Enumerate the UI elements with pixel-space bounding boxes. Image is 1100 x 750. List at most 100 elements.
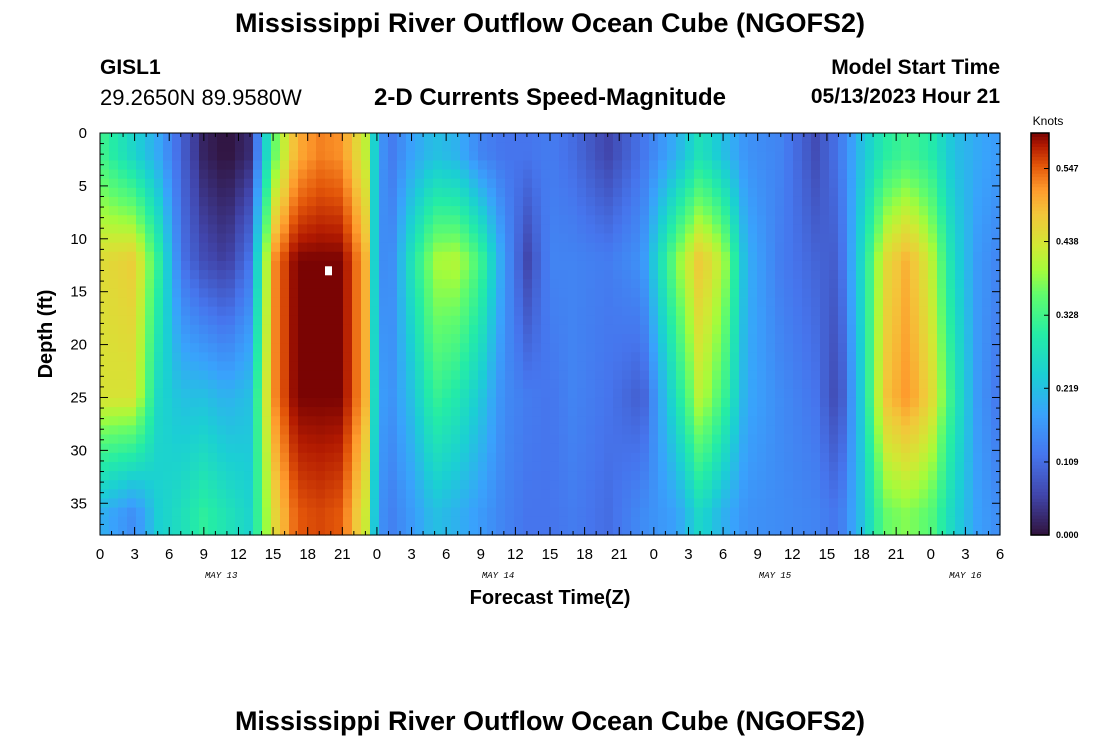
heatmap-cell <box>460 498 470 509</box>
heatmap-cell <box>145 507 155 518</box>
heatmap-cell <box>298 178 308 189</box>
colorbar-tick-label: 0.000 <box>1056 530 1079 540</box>
heatmap-cell <box>541 443 551 454</box>
heatmap-cell <box>163 169 173 180</box>
heatmap-cell <box>181 224 191 235</box>
heatmap-cell <box>325 480 335 490</box>
heatmap-cell <box>694 279 704 289</box>
heatmap-cell <box>334 489 344 500</box>
heatmap-cell <box>145 516 155 527</box>
heatmap-cell <box>370 334 380 344</box>
heatmap-cell <box>487 471 497 481</box>
heatmap-cell <box>631 160 641 171</box>
heatmap-cell <box>901 425 911 436</box>
heatmap-cell <box>874 306 884 317</box>
heatmap-cell <box>316 425 326 436</box>
heatmap-cell <box>208 352 218 363</box>
heatmap-cell <box>190 379 200 390</box>
heatmap-cell <box>955 178 965 189</box>
heatmap-cell <box>820 215 830 225</box>
heatmap-cell <box>523 133 533 143</box>
heatmap-cell <box>658 388 668 399</box>
heatmap-cell <box>559 379 569 390</box>
heatmap-cell <box>856 324 866 335</box>
heatmap-cell <box>604 178 614 189</box>
heatmap-cell <box>343 388 353 399</box>
heatmap-cell <box>478 215 488 225</box>
heatmap-cell <box>649 160 659 171</box>
heatmap-cell <box>604 379 614 390</box>
heatmap-cell <box>289 516 299 527</box>
heatmap-cell <box>532 233 542 244</box>
heatmap-cell <box>874 315 884 326</box>
heatmap-cell <box>568 169 578 180</box>
heatmap-cell <box>631 525 641 536</box>
heatmap-cell <box>874 251 884 262</box>
heatmap-cell <box>478 498 488 509</box>
heatmap-cell <box>451 480 461 490</box>
heatmap-cell <box>811 507 821 518</box>
heatmap-cell <box>802 251 812 262</box>
heatmap-cell <box>460 297 470 308</box>
heatmap-cell <box>424 352 434 363</box>
heatmap-cell <box>676 334 686 344</box>
heatmap-cell <box>829 133 839 143</box>
heatmap-cell <box>136 215 146 225</box>
heatmap-cell <box>640 315 650 326</box>
heatmap-cell <box>136 352 146 363</box>
heatmap-cell <box>982 379 992 390</box>
heatmap-cell <box>586 516 596 527</box>
heatmap-cell <box>910 425 920 436</box>
heatmap-cell <box>217 279 227 289</box>
heatmap-cell <box>811 443 821 454</box>
heatmap-cell <box>766 215 776 225</box>
heatmap-cell <box>820 361 830 372</box>
heatmap-cell <box>163 416 173 426</box>
heatmap-cell <box>388 443 398 454</box>
heatmap-cell <box>154 233 164 244</box>
heatmap-cell <box>514 196 524 207</box>
heatmap-cell <box>703 498 713 509</box>
heatmap-cell <box>100 270 110 280</box>
heatmap-cell <box>253 407 263 417</box>
heatmap-cell <box>865 407 875 417</box>
heatmap-cell <box>361 498 371 509</box>
heatmap-cell <box>973 416 983 426</box>
heatmap-cell <box>298 196 308 207</box>
heatmap-cell <box>856 215 866 225</box>
heatmap-cell <box>649 379 659 390</box>
heatmap-cell <box>397 187 407 198</box>
heatmap-cell <box>469 324 479 335</box>
heatmap-cell <box>577 343 587 353</box>
heatmap-cell <box>442 306 452 317</box>
heatmap-cell <box>748 489 758 500</box>
heatmap-cell <box>694 352 704 363</box>
heatmap-cell <box>433 498 443 509</box>
heatmap-cell <box>829 196 839 207</box>
heatmap-cell <box>379 160 389 171</box>
heatmap-cell <box>298 361 308 372</box>
heatmap-cell <box>343 187 353 198</box>
heatmap-cell <box>406 233 416 244</box>
heatmap-cell <box>181 425 191 436</box>
heatmap-cell <box>298 324 308 335</box>
heatmap-cell <box>946 297 956 308</box>
heatmap-cell <box>748 388 758 399</box>
heatmap-cell <box>271 297 281 308</box>
heatmap-cell <box>982 142 992 152</box>
heatmap-cell <box>262 288 272 299</box>
heatmap-cell <box>424 160 434 171</box>
colorbar-segment <box>1031 367 1049 372</box>
heatmap-cell <box>181 242 191 253</box>
heatmap-cell <box>901 242 911 253</box>
heatmap-cell <box>523 516 533 527</box>
heatmap-cell <box>676 196 686 207</box>
heatmap-cell <box>154 142 164 152</box>
heatmap-cell <box>316 388 326 399</box>
heatmap-cell <box>505 425 515 436</box>
heatmap-cell <box>217 489 227 500</box>
heatmap-cell <box>190 361 200 372</box>
heatmap-cell <box>460 142 470 152</box>
heatmap-cell <box>865 498 875 509</box>
heatmap-cell <box>676 270 686 280</box>
